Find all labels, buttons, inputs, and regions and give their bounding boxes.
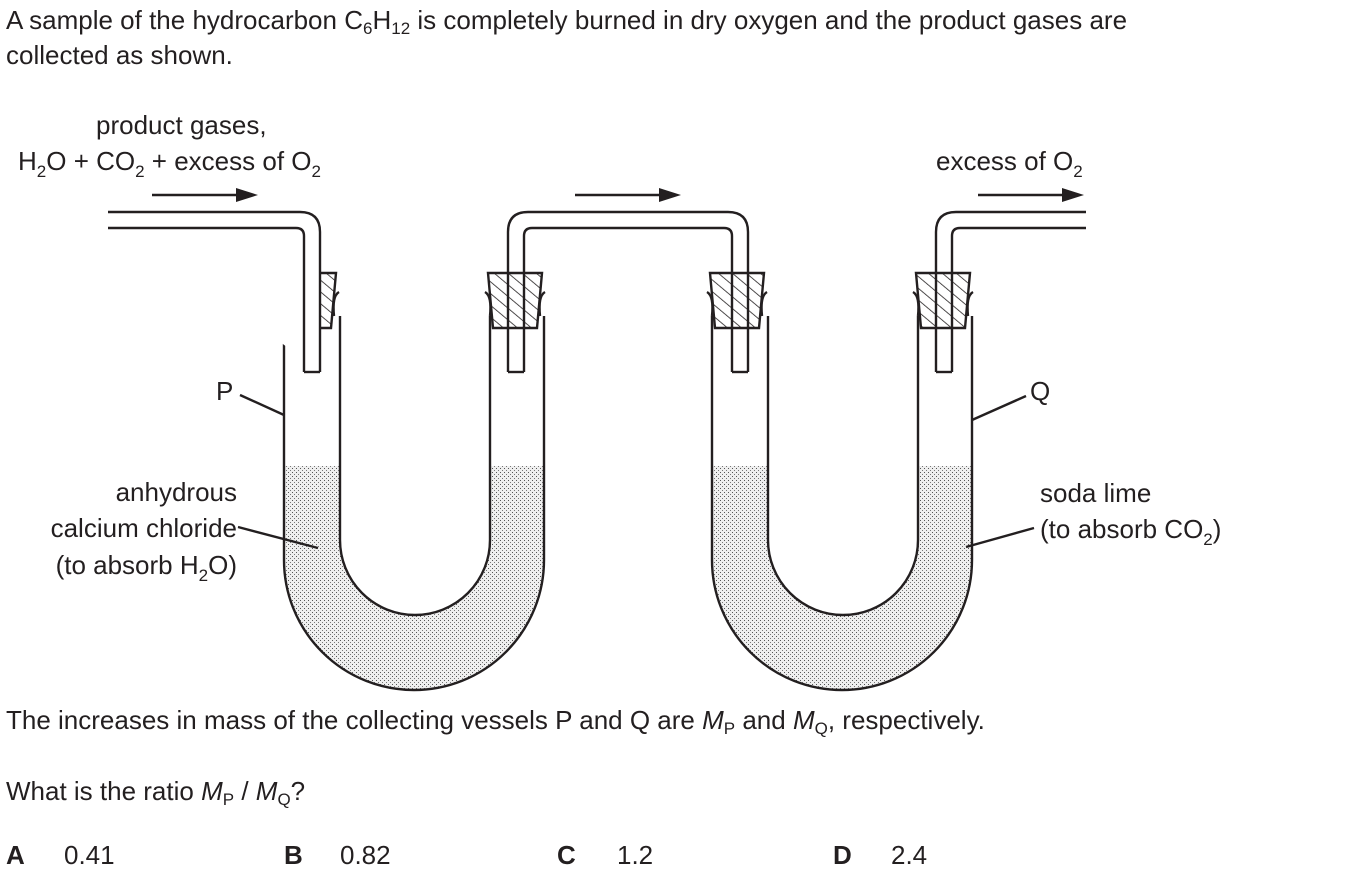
inlet-label-line1: product gases, — [96, 110, 267, 140]
option-letter: B — [284, 840, 303, 870]
u-tube-p — [282, 316, 546, 692]
question-intro: A sample of the hydrocarbon C6H12 is com… — [6, 3, 1127, 46]
option-letter: A — [6, 840, 25, 870]
q-contents-line1: soda lime — [1040, 478, 1151, 508]
intro-h: H — [372, 5, 392, 35]
q-contents-line2: (to absorb CO2) — [1040, 514, 1221, 549]
option-c[interactable]: C 1.2 — [557, 838, 653, 872]
vessel-q-label: Q — [1030, 376, 1050, 406]
option-a[interactable]: A 0.41 — [6, 838, 115, 872]
inlet-tube — [108, 210, 322, 374]
option-d[interactable]: D 2.4 — [833, 838, 927, 872]
question-increase: The increases in mass of the collecting … — [6, 705, 985, 738]
option-letter: C — [557, 840, 576, 870]
intro-text-1: A sample of the hydrocarbon C — [6, 5, 363, 35]
leader-q-contents — [965, 526, 1035, 549]
outlet-label: excess of O2 — [936, 146, 1083, 181]
option-value: 1.2 — [617, 840, 654, 870]
formula-subscript-12: 12 — [391, 19, 411, 38]
question-intro-line2: collected as shown. — [6, 40, 233, 70]
arrowhead-inlet — [236, 188, 258, 202]
stopper-q-left — [706, 271, 768, 330]
formula-subscript-6: 6 — [362, 19, 373, 38]
leader-q — [971, 394, 1027, 422]
p-contents-line1: anhydrous — [116, 477, 237, 507]
arrowhead-outlet — [1062, 188, 1084, 202]
question-ratio: What is the ratio MP / MQ? — [6, 776, 306, 809]
u-tube-q — [710, 316, 974, 692]
connecting-tube — [506, 210, 750, 374]
outlet-tube — [934, 210, 1086, 374]
option-b[interactable]: B 0.82 — [284, 838, 391, 872]
option-letter: D — [833, 840, 852, 870]
m-symbol: M — [702, 705, 724, 735]
p-contents-line2: calcium chloride — [51, 513, 237, 543]
leader-p-contents — [237, 525, 319, 550]
stopper-q-right — [912, 271, 974, 330]
inlet-label-line2: H2O + CO2 + excess of O2 — [18, 146, 321, 181]
leader-p — [239, 393, 285, 417]
arrowhead-middle — [659, 188, 681, 202]
stopper-p-right — [484, 271, 546, 330]
option-value: 2.4 — [891, 840, 928, 870]
vessel-p-label: P — [216, 376, 233, 406]
option-value: 0.41 — [64, 840, 115, 870]
option-value: 0.82 — [340, 840, 391, 870]
intro-text-2: is completely burned in dry oxygen and t… — [410, 5, 1128, 35]
p-contents-line3: (to absorb H2O) — [56, 550, 237, 585]
